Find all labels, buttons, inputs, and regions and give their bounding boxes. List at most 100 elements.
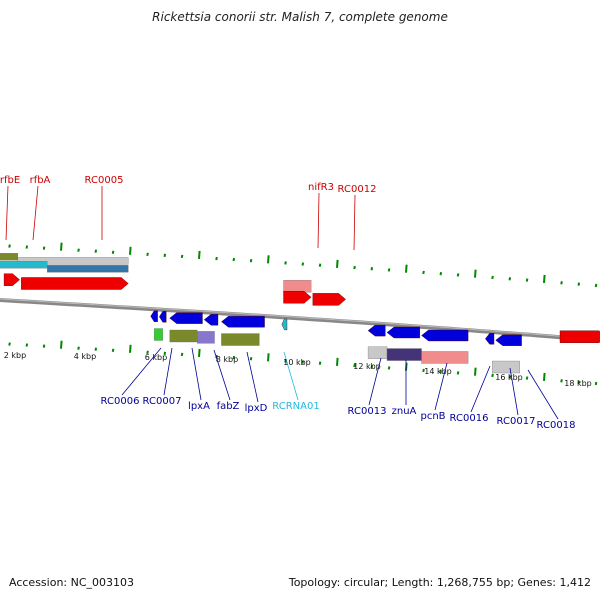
tick-mark	[577, 282, 581, 286]
reverse-gene-lpxd	[221, 316, 265, 328]
feature-bar-grey	[17, 257, 129, 265]
feature-bar-navy	[386, 348, 422, 361]
tick-mark	[353, 265, 356, 270]
tick-mark	[94, 347, 98, 351]
gene-label-fabz: fabZ	[217, 401, 240, 412]
callout-line-pcnb	[434, 362, 448, 411]
tick-mark	[267, 255, 270, 264]
gene-label-rc0013: RC0013	[348, 406, 387, 417]
scale-label-6kbp: 6 kbp	[145, 353, 167, 362]
tick-mark	[129, 344, 132, 353]
gene-label-rfbe: rfbE	[0, 175, 20, 186]
tick-mark	[42, 246, 46, 250]
feature-bar-cyan	[0, 261, 48, 269]
feature-bar-olive	[0, 253, 19, 261]
tick-mark	[525, 278, 529, 282]
accession-label: Accession: NC_003103	[9, 576, 135, 589]
reverse-gene-rc0017	[495, 334, 522, 346]
gene-label-rfba: rfbA	[30, 175, 51, 186]
tick-mark	[232, 257, 236, 262]
gene-label-rc0005: RC0005	[85, 175, 124, 186]
tick-mark	[456, 371, 460, 375]
callout-line-rc0016	[470, 365, 491, 413]
tick-mark	[491, 275, 494, 280]
scale-label-12kbp: 12 kbp	[353, 362, 381, 371]
forward-gene-offscreen	[559, 330, 600, 343]
tick-mark	[301, 262, 305, 266]
tick-mark	[215, 256, 218, 261]
tick-mark	[318, 361, 322, 365]
tick-mark	[25, 245, 29, 249]
forward-strand-genes	[3, 273, 600, 343]
tick-mark	[474, 367, 477, 376]
tick-mark	[42, 344, 46, 348]
callout-line-rc0013	[368, 357, 382, 406]
forward-gene-nifr3	[283, 291, 312, 304]
tick-mark	[129, 246, 132, 255]
feature-bar-steel	[47, 265, 129, 273]
tick-mark	[267, 353, 270, 362]
feature-bar-olive-lpxa	[169, 329, 198, 343]
tick-mark	[594, 283, 598, 288]
tick-mark	[491, 373, 494, 378]
tick-mark	[560, 379, 563, 383]
tick-mark	[439, 369, 443, 374]
tick-mark	[232, 355, 236, 360]
tick-mark	[370, 267, 374, 271]
tick-mark	[543, 274, 546, 284]
callout-line-fabz	[213, 349, 231, 401]
tick-mark	[422, 270, 425, 275]
callout-line-rfbe	[5, 185, 9, 241]
feature-bar-pink	[283, 280, 312, 293]
callout-line-rcrna01	[283, 351, 299, 401]
gene-label-rc0006: RC0006	[101, 396, 140, 407]
tick-mark	[560, 281, 563, 285]
tick-mark	[336, 357, 339, 366]
tick-mark	[387, 366, 391, 370]
feature-bar-lavender	[197, 331, 215, 344]
tick-mark	[387, 268, 391, 272]
tick-mark	[180, 254, 184, 259]
tick-mark	[249, 357, 253, 361]
gene-callouts: rfbE rfbA RC0005 nifR3 RC0012 RC0006 RC0007 lpx…	[0, 175, 575, 431]
scale-label-4kbp: 4 kbp	[74, 352, 96, 361]
feature-bar-green	[153, 328, 163, 341]
tick-mark	[508, 375, 512, 379]
tick-mark	[8, 342, 11, 346]
callout-line-nifr3	[317, 192, 320, 249]
tick-mark	[111, 250, 115, 254]
callout-line-rc0012	[353, 194, 356, 251]
reverse-gene-rc0007	[159, 311, 167, 323]
backbone-line	[0, 298, 600, 343]
tick-mark	[301, 360, 305, 364]
tick-mark	[284, 261, 287, 265]
gene-label-rc0007: RC0007	[143, 396, 182, 407]
reverse-gene-pcnb	[421, 329, 469, 342]
gene-label-rc0017: RC0017	[497, 416, 536, 427]
tick-mark	[60, 242, 63, 251]
scale-labels: 2 kbp 4 kbp 6 kbp 8 kbp 10 kbp 12 kbp 14 kbp 16…	[4, 351, 592, 388]
scale-label-16kbp: 16 kbp	[495, 373, 523, 382]
map-title: Rickettsia conorii str. Malish 7, comple…	[152, 10, 448, 24]
callout-line-rc0018	[527, 369, 559, 420]
scale-label-8kbp: 8 kbp	[216, 355, 238, 364]
callout-line-lpxa	[191, 347, 202, 401]
tick-mark	[163, 351, 167, 356]
callout-line-lpxd	[246, 351, 259, 403]
tick-mark	[353, 363, 356, 368]
gene-label-lpxa: lpxA	[188, 401, 210, 412]
gene-label-nifr3: nifR3	[308, 182, 334, 193]
tick-mark	[318, 263, 322, 267]
feature-bar-grey-rc0017	[492, 360, 521, 374]
tick-mark	[180, 352, 184, 357]
tick-mark	[77, 248, 80, 252]
reverse-strand-genes	[150, 310, 522, 346]
tick-mark	[25, 343, 29, 347]
reverse-gene-lpxa	[169, 312, 203, 324]
gene-label-pcnb: pcnB	[420, 411, 445, 422]
tick-mark	[594, 381, 598, 386]
scale-label-10kbp: 10 kbp	[283, 358, 311, 367]
reverse-gene-rcrna01	[281, 318, 288, 331]
tick-mark	[405, 264, 408, 273]
